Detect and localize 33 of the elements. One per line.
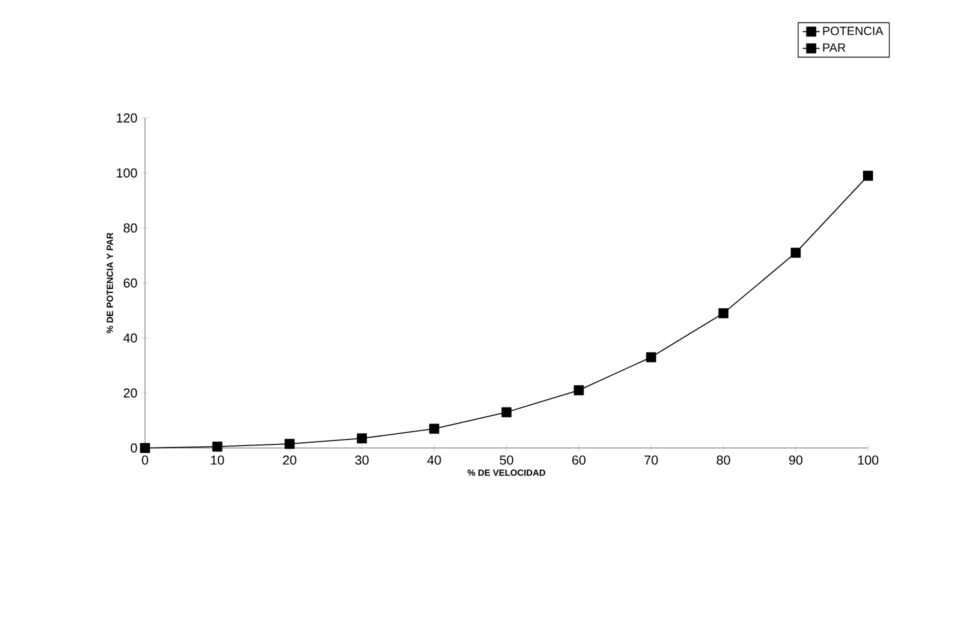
x-tick-label: 90 [789,456,802,465]
x-tick-label: 80 [716,456,730,465]
point [140,442,150,453]
y-tick-label: 100 [116,168,137,178]
point [212,442,222,452]
y-tick-label: 20 [124,388,137,398]
point [574,385,584,396]
legend-label: POTENCIA [823,26,884,36]
y-tick-label: 120 [116,113,137,123]
y-tick-label: 60 [124,278,137,288]
legend-label: PAR [823,44,846,52]
point [718,308,728,318]
point [863,170,874,181]
y-axis-title: % DE POTENCIA Y PAR [106,232,114,334]
x-tick-label: 50 [500,456,514,465]
point [646,352,656,362]
x-tick-label: 40 [427,456,441,465]
x-tick-label: 10 [211,456,224,465]
point [429,424,440,434]
x-tick-label: 20 [283,456,296,465]
y-tick-label: 80 [124,223,137,233]
x-tick-label: 70 [644,456,658,465]
x-tick-label: 60 [572,456,586,465]
y-tick-label: 0 [130,443,137,453]
point [790,248,801,258]
x-tick-label: 30 [355,456,369,465]
x-tick-label: 100 [858,456,878,465]
x-axis-title: % DE VELOCIDAD [468,470,546,476]
x-tick-label: 0 [142,456,148,465]
y-tick-label: 40 [123,333,137,343]
point [502,407,512,418]
point [356,433,367,444]
point [284,438,295,449]
